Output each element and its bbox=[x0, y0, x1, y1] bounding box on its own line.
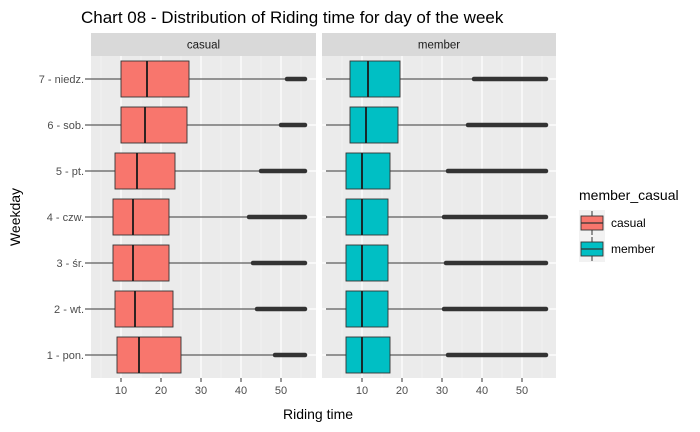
box bbox=[345, 198, 389, 236]
legend-keys: casual member bbox=[579, 210, 655, 262]
box bbox=[120, 106, 188, 144]
legend-title: member_casual bbox=[579, 187, 679, 203]
box bbox=[120, 60, 190, 98]
box bbox=[349, 60, 401, 98]
box bbox=[345, 244, 389, 282]
legend-label-casual: casual bbox=[611, 216, 646, 230]
box bbox=[114, 290, 174, 328]
x-axis: 10 20 30 40 50 10 20 30 40 50 bbox=[115, 378, 528, 397]
y-tick-label: 6 - sob. bbox=[47, 120, 84, 132]
box bbox=[116, 336, 182, 374]
box-casual-3 - śr. bbox=[85, 244, 308, 282]
box-member-7 - niedz. bbox=[326, 60, 549, 98]
x-tick-label: 50 bbox=[516, 385, 528, 397]
box bbox=[349, 106, 399, 144]
box-member-5 - pt. bbox=[326, 152, 549, 190]
y-axis: 7 - niedz. 6 - sob. 5 - pt. 4 - czw. 3 - śr.… bbox=[39, 74, 91, 362]
x-tick-label: 30 bbox=[195, 385, 207, 397]
x-tick-label: 40 bbox=[235, 385, 247, 397]
box bbox=[114, 152, 176, 190]
x-axis-title: Riding time bbox=[283, 406, 353, 422]
strip-background bbox=[322, 33, 556, 56]
box-member-1 - pon. bbox=[326, 336, 549, 374]
box-casual-5 - pt. bbox=[85, 152, 308, 190]
y-axis-title: Weekday bbox=[7, 188, 23, 246]
box-member-2 - wt. bbox=[326, 290, 549, 328]
boxes bbox=[326, 60, 549, 374]
y-tick-label: 2 - wt. bbox=[54, 304, 84, 316]
legend-label-member: member bbox=[611, 242, 655, 256]
x-tick-label: 20 bbox=[155, 385, 167, 397]
y-tick-label: 1 - pon. bbox=[47, 350, 84, 362]
box-member-6 - sob. bbox=[326, 106, 549, 144]
x-tick-label: 20 bbox=[396, 385, 408, 397]
box bbox=[345, 336, 391, 374]
y-tick-label: 3 - śr. bbox=[56, 258, 84, 270]
legend-key-casual: casual bbox=[579, 210, 646, 236]
x-tick-label: 10 bbox=[356, 385, 368, 397]
legend: member_casual casual member bbox=[579, 187, 679, 262]
box bbox=[345, 290, 389, 328]
x-tick-label: 50 bbox=[275, 385, 287, 397]
box-casual-6 - sob. bbox=[85, 106, 308, 144]
box-casual-4 - czw. bbox=[85, 198, 308, 236]
box-casual-1 - pon. bbox=[85, 336, 308, 374]
box bbox=[112, 198, 170, 236]
panel-casual: casual bbox=[85, 33, 316, 378]
box bbox=[345, 152, 391, 190]
strip-label-casual: casual bbox=[187, 40, 220, 52]
strip-background bbox=[91, 33, 316, 56]
y-tick-label: 5 - pt. bbox=[56, 166, 84, 178]
x-tick-label: 10 bbox=[115, 385, 127, 397]
box-casual-2 - wt. bbox=[85, 290, 308, 328]
y-tick-label: 4 - czw. bbox=[47, 212, 84, 224]
box-member-3 - śr. bbox=[326, 244, 549, 282]
x-tick-label: 30 bbox=[436, 385, 448, 397]
strip-label-member: member bbox=[418, 40, 460, 52]
box bbox=[112, 244, 170, 282]
x-tick-label: 40 bbox=[476, 385, 488, 397]
chart-title: Chart 08 - Distribution of Riding time f… bbox=[81, 8, 504, 27]
box-member-4 - czw. bbox=[326, 198, 549, 236]
y-tick-label: 7 - niedz. bbox=[39, 74, 84, 86]
legend-key-member: member bbox=[579, 236, 655, 262]
panel-member: member bbox=[322, 33, 556, 378]
